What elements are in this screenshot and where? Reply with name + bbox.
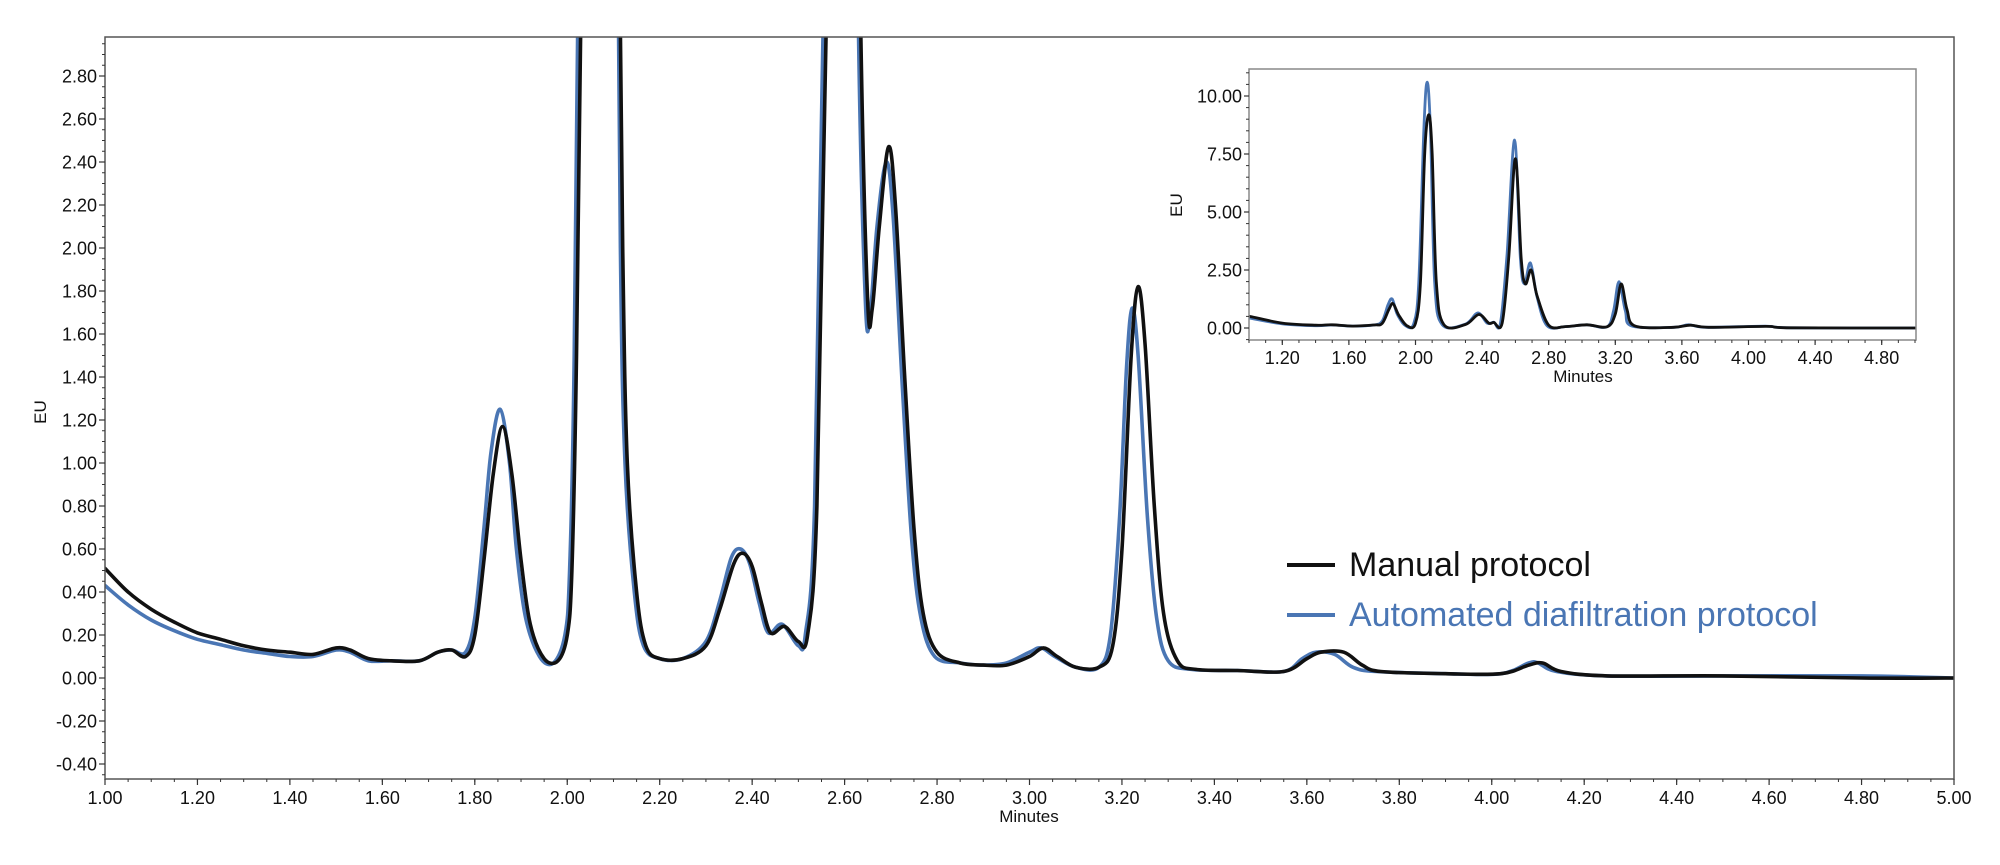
legend-swatch-manual [1287, 563, 1335, 567]
inset-series-line-automated [1249, 80, 1916, 330]
main-x-axis-title: Minutes [999, 807, 1059, 826]
legend-item-automated: Automated diafiltration protocol [1287, 590, 1818, 640]
main-y-axis-title: EU [31, 400, 50, 424]
inset-series-line-manual [1249, 113, 1916, 330]
legend-item-manual: Manual protocol [1287, 540, 1818, 590]
main-series-line-automated [105, 37, 1954, 680]
main-y-tick-label: 1.40 [62, 368, 97, 388]
main-y-tick-label: 0.20 [62, 626, 97, 646]
main-x-tick-label: 4.00 [1474, 788, 1509, 808]
inset-x-tick-label: 2.40 [1465, 348, 1500, 368]
main-y-tick-label: 0.40 [62, 583, 97, 603]
inset-x-tick-label: 4.80 [1864, 348, 1899, 368]
main-y-tick-label: 0.00 [62, 669, 97, 689]
main-chart: 1.00 1.20 1.40 1.60 1.80 2.00 2.20 2.40 2.60 2.80… [31, 36, 1972, 826]
main-y-tick-label: -0.40 [56, 755, 97, 775]
main-y-tick-label: 1.60 [62, 325, 97, 345]
inset-x-tick-label: 4.00 [1731, 348, 1766, 368]
main-y-tick-label: 2.60 [62, 110, 97, 130]
main-series-line-manual [105, 37, 1954, 680]
inset-chart: 1.20 1.60 2.00 2.40 2.80 3.20 3.60 4.00 4.40 4.80… [1167, 68, 1917, 386]
main-y-tick-label: 0.60 [62, 540, 97, 560]
main-y-tick-label: 2.00 [62, 239, 97, 259]
main-y-tick-label: 2.80 [62, 67, 97, 87]
inset-x-tick-label: 1.60 [1331, 348, 1366, 368]
main-x-tick-label: 2.00 [550, 788, 585, 808]
main-plot-frame [104, 36, 1955, 780]
inset-y-axis-title: EU [1167, 193, 1186, 217]
inset-y-tick-label: 10.00 [1197, 87, 1242, 107]
main-x-tick-label: 3.00 [1012, 788, 1047, 808]
inset-plot-frame [1248, 68, 1917, 341]
main-x-tick-label: 4.60 [1752, 788, 1787, 808]
main-x-tick-label: 1.40 [272, 788, 307, 808]
legend-label-automated: Automated diafiltration protocol [1349, 596, 1818, 634]
main-x-tick-label: 3.40 [1197, 788, 1232, 808]
inset-y-tick-label: 0.00 [1207, 319, 1242, 339]
inset-y-tick-label: 7.50 [1207, 145, 1242, 165]
main-y-tick-label: 1.20 [62, 411, 97, 431]
main-x-tick-label: 2.20 [642, 788, 677, 808]
main-x-tick-label: 3.80 [1382, 788, 1417, 808]
inset-x-axis-title: Minutes [1553, 367, 1613, 386]
main-x-tick-label: 2.40 [735, 788, 770, 808]
main-x-tick-label: 2.80 [920, 788, 955, 808]
inset-series-group [1249, 80, 1916, 330]
main-x-tick-label: 3.20 [1104, 788, 1139, 808]
main-series-group [105, 37, 1954, 680]
main-x-tick-label: 1.80 [457, 788, 492, 808]
legend-label-manual: Manual protocol [1349, 546, 1591, 584]
main-x-tick-label: 1.00 [87, 788, 122, 808]
inset-x-tick-label: 1.20 [1265, 348, 1300, 368]
main-y-tick-label: -0.20 [56, 712, 97, 732]
main-x-tick-label: 1.20 [180, 788, 215, 808]
main-x-tick-label: 2.60 [827, 788, 862, 808]
legend: Manual protocol Automated diafiltration … [1287, 540, 1818, 640]
legend-swatch-automated [1287, 613, 1335, 617]
inset-x-tick-label: 2.80 [1531, 348, 1566, 368]
inset-y-tick-label: 2.50 [1207, 261, 1242, 281]
main-x-tick-label: 3.60 [1289, 788, 1324, 808]
main-y-tick-label: 1.00 [62, 454, 97, 474]
inset-y-tick-label: 5.00 [1207, 203, 1242, 223]
inset-x-tick-label: 3.20 [1598, 348, 1633, 368]
inset-x-tick-label: 4.40 [1798, 348, 1833, 368]
main-y-tick-label: 2.40 [62, 153, 97, 173]
main-x-tick-label: 4.40 [1659, 788, 1694, 808]
main-y-tick-label: 2.20 [62, 196, 97, 216]
main-x-tick-label: 5.00 [1936, 788, 1971, 808]
main-x-tick-label: 1.60 [365, 788, 400, 808]
inset-x-tick-label: 3.60 [1664, 348, 1699, 368]
main-x-tick-label: 4.20 [1567, 788, 1602, 808]
main-y-tick-label: 1.80 [62, 282, 97, 302]
inset-x-tick-label: 2.00 [1398, 348, 1433, 368]
main-y-tick-label: 0.80 [62, 497, 97, 517]
main-x-tick-label: 4.80 [1844, 788, 1879, 808]
